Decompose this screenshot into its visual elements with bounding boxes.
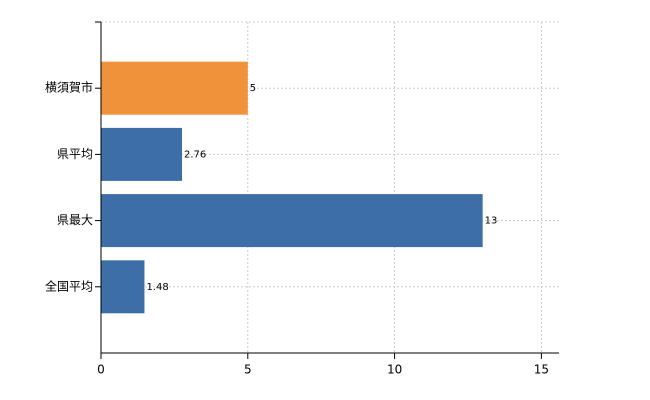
value-label: 5 [250,83,256,94]
value-label: 2.76 [184,149,206,160]
y-tick-label: 県最大 [57,213,93,227]
y-tick-label: 県平均 [57,147,93,161]
x-tick-label: 15 [534,363,549,377]
x-tick-label: 10 [387,363,402,377]
bar [101,260,145,314]
x-tick-label: 0 [97,363,105,377]
bar [101,61,248,115]
value-label: 1.48 [146,282,168,293]
y-tick-label: 全国平均 [45,278,93,293]
value-label: 13 [485,216,498,227]
x-tick-label: 5 [244,363,252,377]
bar [101,127,183,181]
y-tick-label: 横須賀市 [45,80,93,95]
bar [101,194,483,248]
